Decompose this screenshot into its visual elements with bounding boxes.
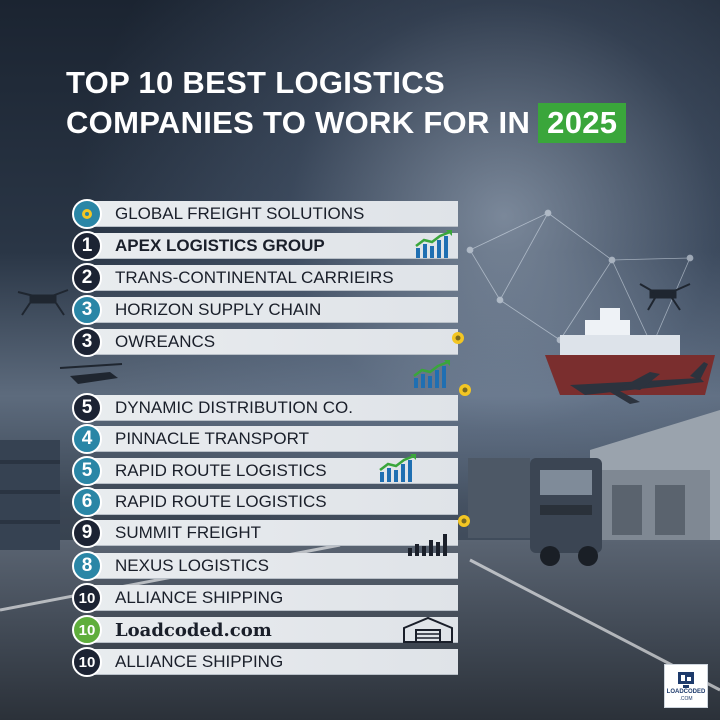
list-item: 3 HORIZON SUPPLY CHAIN [72,295,458,325]
list-item: 10 ALLIANCE SHIPPING [72,647,458,677]
rank-badge: 3 [72,295,102,325]
list-item: 10 ALLIANCE SHIPPING [72,583,458,613]
rank-badge: 1 [72,231,102,261]
title-year-badge: 2025 [538,103,627,143]
company-name: Loadcoded.com [115,619,272,641]
title-line-2: COMPANIES TO WORK FOR IN 2025 [66,103,686,143]
drone-icon [17,289,69,316]
list-item-bar [86,201,458,227]
gear-icon [457,382,473,403]
loadcoded-logo: LOADCODED .COM [664,664,708,708]
growth-chart-icon [414,230,454,263]
rank-badge: 4 [72,424,102,454]
list-item-bar [86,489,458,515]
list-item-bar [86,233,458,259]
company-name: GLOBAL FREIGHT SOLUTIONS [115,204,365,223]
list-item-bar [86,585,458,611]
company-name: RAPID ROUTE LOGISTICS [115,461,327,480]
company-name: DYNAMIC DISTRIBUTION CO. [115,398,354,417]
growth-chart-icon [412,360,452,393]
company-name: SUMMIT FREIGHT [115,523,262,542]
rank-badge: 8 [72,551,102,581]
list-item: 10 Loadcoded.com [72,615,458,645]
bar-chart-icon [406,530,454,561]
title-line-2-text: COMPANIES TO WORK FOR IN [66,105,531,140]
list-item-bar [86,649,458,675]
logo-subtext: .COM [679,695,693,702]
gear-icon [72,199,102,229]
logo-text: LOADCODED [666,688,706,695]
list-item: GLOBAL FREIGHT SOLUTIONS [72,199,458,229]
list-item-bar [86,265,458,291]
list-item: 3 OWREANCS [72,327,458,357]
list-item-bar [86,553,458,579]
list-item: 2 TRANS-CONTINENTAL CARRIEIRS [72,263,458,293]
company-name: NEXUS LOGISTICS [115,556,269,575]
gear-icon [456,513,472,534]
company-name: APEX LOGISTICS GROUP [115,236,325,255]
list-item-bar [86,520,458,546]
company-name: PINNACLE TRANSPORT [115,429,309,448]
drone-icon [639,283,691,311]
helicopter-icon [59,363,123,384]
rank-badge: 5 [72,456,102,486]
list-item: 8 NEXUS LOGISTICS [72,551,458,581]
rank-badge: 5 [72,393,102,423]
list-item-bar [86,297,458,323]
rank-badge: 10 [72,647,102,677]
company-name: RAPID ROUTE LOGISTICS [115,492,327,511]
rank-badge: 2 [72,263,102,293]
page-title: TOP 10 BEST LOGISTICS COMPANIES TO WORK … [66,63,686,143]
logo-icon [678,671,694,688]
warehouse-icon [402,616,454,649]
list-item-bar [86,329,458,355]
rank-badge: 9 [72,518,102,548]
title-line-1: TOP 10 BEST LOGISTICS [66,65,445,100]
list-item: 4 PINNACLE TRANSPORT [72,424,458,454]
list-item: 5 DYNAMIC DISTRIBUTION CO. [72,393,458,423]
growth-chart-icon [378,454,418,487]
company-name: HORIZON SUPPLY CHAIN [115,300,322,319]
rank-badge: 10 [72,583,102,613]
list-item: 9 SUMMIT FREIGHT [72,518,458,548]
company-name: ALLIANCE SHIPPING [115,652,284,671]
airplane-icon [570,362,708,404]
list-item: 1 APEX LOGISTICS GROUP [72,231,458,261]
truck-icon [468,458,602,566]
list-item-bar [86,395,458,421]
list-item: 6 RAPID ROUTE LOGISTICS [72,487,458,517]
list-item-bar [86,426,458,452]
containers-left [0,440,60,550]
rank-badge: 6 [72,487,102,517]
company-name: TRANS-CONTINENTAL CARRIEIRS [115,268,394,287]
gear-icon [450,330,466,351]
warehouse-right [590,410,720,540]
rank-badge: 3 [72,327,102,357]
list-item-bar [86,617,458,643]
company-name: OWREANCS [115,332,216,351]
rank-badge: 10 [72,615,102,645]
company-name: ALLIANCE SHIPPING [115,588,284,607]
